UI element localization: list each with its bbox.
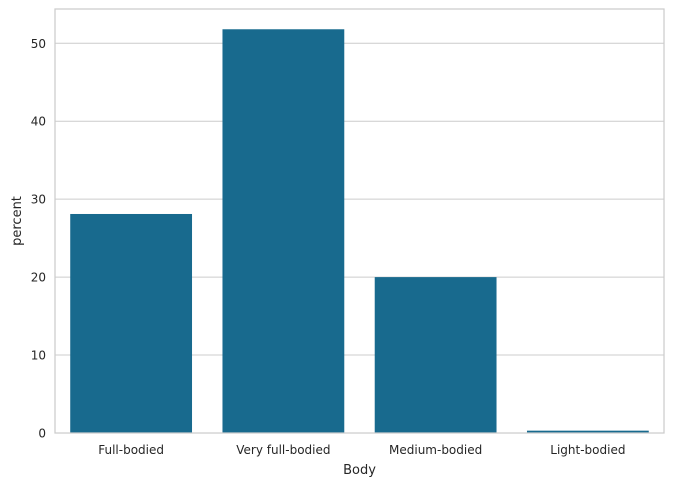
y-tick-label: 30 [31, 193, 46, 207]
bar [374, 277, 497, 433]
bar [526, 430, 649, 433]
x-tick-labels: Full-bodied Very full-bodied Medium-bodied… [98, 443, 625, 457]
y-tick-label: 10 [31, 349, 46, 363]
bars [70, 29, 649, 433]
x-axis-label: Body [343, 463, 376, 478]
y-axis-label: percent [10, 196, 25, 246]
bar [222, 29, 345, 433]
y-tick-label: 40 [31, 115, 46, 129]
x-tick-label: Medium-bodied [389, 443, 482, 457]
x-tick-label: Very full-bodied [236, 443, 330, 457]
y-tick-label: 50 [31, 37, 46, 51]
y-tick-labels: 0 10 20 30 40 50 [31, 37, 46, 441]
x-tick-label: Full-bodied [98, 443, 164, 457]
bar [70, 213, 193, 433]
x-tick-label: Light-bodied [550, 443, 625, 457]
plot-frame [54, 8, 665, 434]
y-tick-label: 0 [38, 427, 46, 441]
y-tick-label: 20 [31, 271, 46, 285]
